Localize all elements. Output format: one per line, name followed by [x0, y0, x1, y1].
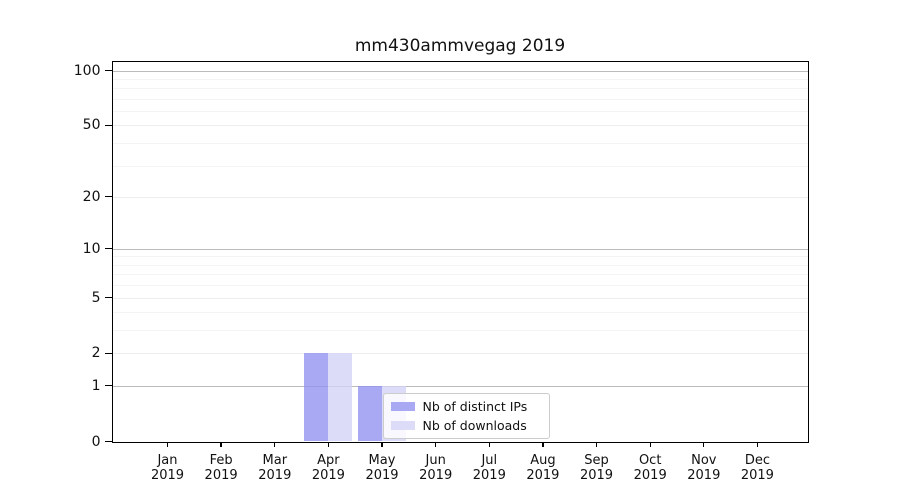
y-tick-label-0: 0 [91, 433, 101, 450]
gridline-y-100 [112, 70, 808, 72]
y-tick-label-2: 2 [91, 345, 101, 362]
x-tick-label-8: Sep 2019 [569, 453, 625, 483]
gridline-y-60 [112, 111, 808, 113]
x-tick-label-line: 2019 [526, 467, 560, 483]
gridline-y-80 [112, 88, 808, 90]
x-tick-0 [166, 441, 169, 447]
x-tick-label-9: Oct 2019 [622, 453, 678, 483]
gridline-y-3 [112, 330, 808, 332]
y-tick-50 [104, 124, 112, 127]
x-tick-label-line: Feb [209, 452, 233, 468]
x-tick-label-0: Jan 2019 [140, 453, 196, 483]
gridline-y-10 [112, 248, 808, 250]
legend-swatch [390, 401, 415, 411]
x-tick-label-line: 2019 [740, 467, 774, 483]
plot-area: Nb of distinct IPs Nb of downloads 0 1 2 5 1… [74, 60, 809, 483]
gridline-y-70 [112, 98, 808, 100]
x-tick-label-line: 2019 [419, 467, 453, 483]
gridline-y-7 [112, 274, 808, 276]
x-tick-6 [488, 441, 490, 447]
legend-label: Nb of distinct IPs [422, 398, 528, 414]
x-tick-label-line: Jan [157, 452, 178, 468]
gridline-y-4 [112, 312, 808, 314]
x-tick-label-line: Aug [530, 452, 556, 468]
x-tick-1 [220, 441, 222, 447]
y-tick-100 [104, 69, 112, 72]
y-tick-10 [104, 248, 112, 250]
gridline-y-8 [112, 264, 808, 266]
x-tick-label-line: Apr [317, 452, 340, 468]
gridline-y-2 [112, 353, 808, 355]
gridline-y-50 [112, 125, 808, 127]
gridline-y-20 [112, 196, 808, 198]
y-tick-2 [104, 352, 112, 354]
y-tick-label-50: 50 [82, 117, 101, 134]
chart-title: mm430ammvegag 2019 [354, 36, 566, 56]
legend-swatch [390, 420, 415, 430]
legend-item: Nb of downloads [390, 417, 541, 433]
legend: Nb of distinct IPs Nb of downloads [382, 392, 550, 439]
x-tick-label-11: Dec 2019 [729, 453, 785, 483]
x-tick-label-line: Jun [425, 452, 446, 468]
x-tick-label-4: May 2019 [354, 453, 410, 483]
x-tick-label-line: 2019 [204, 467, 238, 483]
y-tick-20 [104, 196, 112, 198]
x-tick-2 [274, 441, 276, 447]
x-tick-label-line: 2019 [150, 467, 185, 483]
x-tick-label-1: Feb 2019 [193, 453, 249, 483]
gridline-y-1 [112, 385, 808, 387]
x-tick-label-line: Mar [262, 452, 288, 468]
x-tick-11 [756, 441, 759, 447]
x-tick-label-line: Nov [691, 452, 717, 468]
x-tick-label-line: 2019 [311, 467, 345, 483]
bar-may-distinct-ips [358, 385, 382, 442]
legend-item: Nb of distinct IPs [390, 398, 541, 414]
x-tick-label-line: Sep [584, 452, 609, 468]
gridline-y-6 [112, 285, 808, 287]
legend-label: Nb of downloads [422, 417, 527, 433]
x-tick-label-7: Aug 2019 [515, 453, 571, 483]
x-tick-label-2: Mar 2019 [247, 453, 303, 483]
y-tick-label-100: 100 [73, 62, 101, 79]
y-tick-0 [104, 440, 112, 443]
x-tick-label-6: Jul 2019 [461, 453, 517, 483]
x-tick-label-3: Apr 2019 [300, 453, 356, 483]
x-tick-8 [595, 441, 598, 447]
y-tick-label-20: 20 [82, 188, 101, 205]
x-tick-10 [703, 441, 705, 447]
x-tick-label-line: Dec [744, 452, 770, 468]
x-tick-label-line: Jul [481, 452, 498, 468]
x-tick-label-line: Oct [638, 452, 662, 468]
x-tick-3 [327, 441, 330, 447]
x-tick-label-line: May [368, 452, 396, 468]
y-tick-5 [104, 296, 112, 299]
y-tick-label-10: 10 [82, 240, 101, 257]
x-tick-label-10: Nov 2019 [676, 453, 732, 483]
x-tick-5 [435, 441, 437, 447]
x-tick-label-line: 2019 [633, 467, 667, 483]
x-tick-label-5: Jun 2019 [408, 453, 464, 483]
x-tick-label-line: 2019 [258, 467, 292, 483]
bar-apr-downloads [328, 353, 353, 442]
x-tick-4 [381, 441, 383, 447]
gridline-y-30 [112, 165, 808, 167]
x-tick-9 [649, 441, 651, 447]
x-tick-label-line: 2019 [472, 467, 506, 483]
bar-apr-distinct-ips [304, 353, 329, 442]
x-tick-label-line: 2019 [687, 467, 721, 483]
gridline-y-40 [112, 143, 808, 144]
gridline-y-5 [112, 297, 808, 299]
x-tick-label-line: 2019 [365, 467, 399, 483]
gridline-y-9 [112, 256, 808, 258]
y-tick-1 [104, 385, 112, 387]
x-tick-label-line: 2019 [579, 467, 614, 483]
x-tick-7 [542, 441, 544, 447]
y-tick-label-1: 1 [91, 377, 101, 394]
y-tick-label-5: 5 [91, 289, 101, 306]
gridline-y-90 [112, 78, 808, 80]
